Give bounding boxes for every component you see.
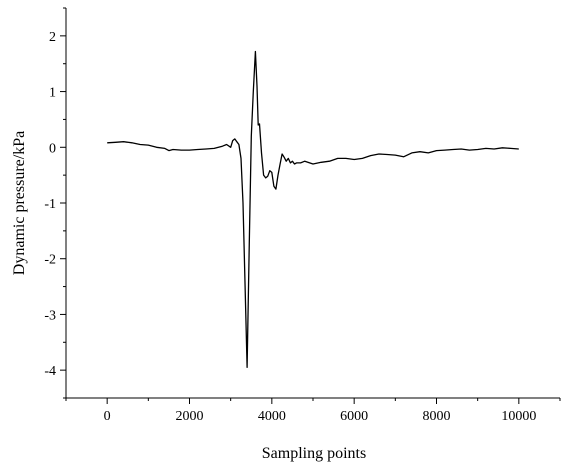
x-tick-label: 8000: [423, 409, 451, 424]
x-axis-ticks: 0 2000 4000 6000 8000 10000: [65, 398, 561, 424]
x-tick-label: 2000: [176, 409, 204, 424]
y-tick-label: 2: [49, 30, 56, 45]
x-tick-label: 6000: [340, 409, 368, 424]
plot-area: [107, 50, 519, 369]
x-axis-label: Sampling points: [262, 445, 366, 462]
y-tick-label: -4: [44, 364, 56, 379]
axes: [65, 8, 560, 399]
y-tick-label: -2: [44, 253, 56, 268]
y-tick-label: 0: [49, 141, 56, 156]
x-tick-label: 0: [104, 409, 111, 424]
y-tick-label: -1: [44, 197, 56, 212]
y-tick-label: 1: [49, 86, 56, 101]
y-axis-label: Dynamic pressure/kPa: [11, 131, 28, 275]
x-tick-label: 4000: [258, 409, 286, 424]
x-tick-label: 10000: [501, 409, 536, 424]
y-axis-ticks: -4 -3 -2 -1 0 1 2: [44, 7, 66, 399]
y-tick-label: -3: [44, 308, 56, 323]
series-line: [107, 50, 519, 369]
